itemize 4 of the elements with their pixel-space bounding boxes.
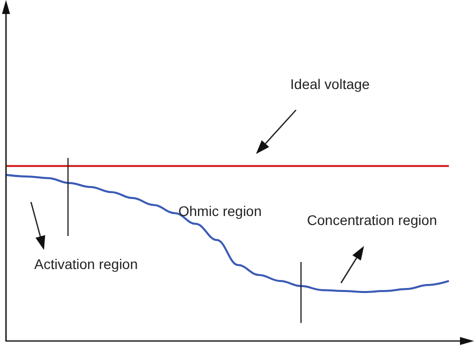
annotation: Activation region: [34, 256, 138, 272]
annotation: Ohmic region: [178, 203, 262, 219]
annotation: Concentration region: [307, 212, 437, 228]
text: Ideal voltage: [290, 76, 370, 92]
